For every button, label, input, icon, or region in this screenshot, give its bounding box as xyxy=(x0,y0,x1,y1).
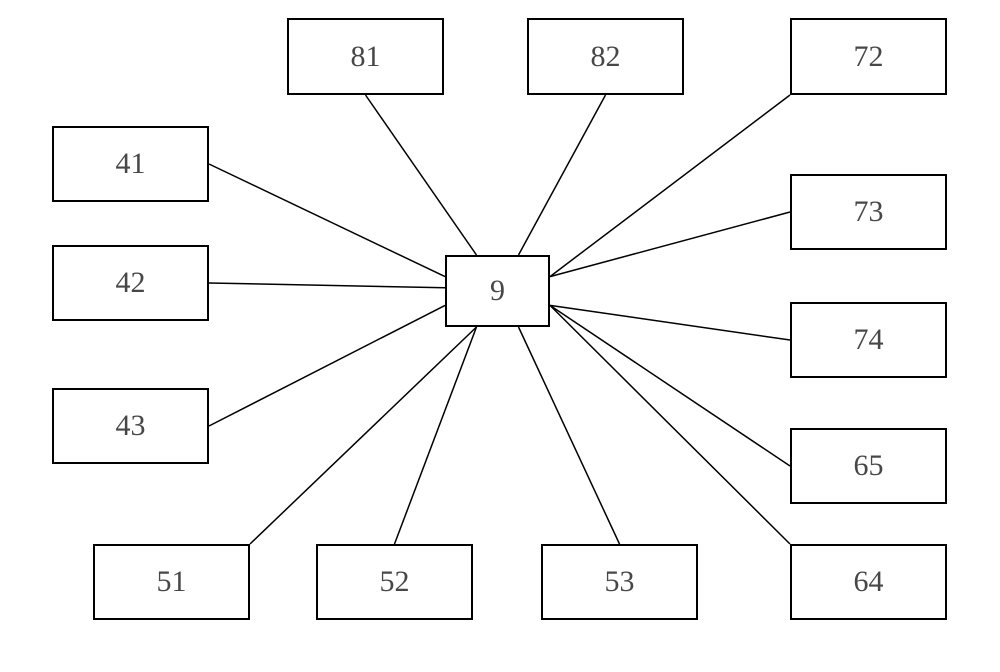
node-label: 73 xyxy=(854,195,884,229)
node-label: 81 xyxy=(351,40,381,74)
node-label: 52 xyxy=(380,565,410,599)
node-72: 72 xyxy=(790,18,947,95)
edge xyxy=(209,305,445,426)
node-label: 82 xyxy=(591,40,621,74)
node-label: 41 xyxy=(116,147,146,181)
node-label: 65 xyxy=(854,449,884,483)
node-53: 53 xyxy=(541,544,698,620)
node-label: 9 xyxy=(490,274,505,308)
center-node: 9 xyxy=(445,255,550,327)
edge xyxy=(250,327,477,544)
edge xyxy=(519,95,606,255)
edge xyxy=(395,327,477,544)
node-label: 51 xyxy=(157,565,187,599)
edge xyxy=(550,212,790,277)
edge xyxy=(519,327,620,544)
node-43: 43 xyxy=(52,388,209,464)
node-74: 74 xyxy=(790,302,947,378)
node-label: 42 xyxy=(116,266,146,300)
node-42: 42 xyxy=(52,245,209,321)
node-64: 64 xyxy=(790,544,947,620)
edge xyxy=(550,305,790,544)
node-label: 64 xyxy=(854,565,884,599)
edge xyxy=(366,95,477,255)
node-label: 53 xyxy=(605,565,635,599)
node-65: 65 xyxy=(790,428,947,504)
edge xyxy=(550,305,790,466)
edge xyxy=(550,95,790,277)
diagram-canvas: 9 81 82 72 41 42 43 73 74 65 51 52 53 64 xyxy=(0,0,1000,672)
edge xyxy=(209,164,445,277)
node-51: 51 xyxy=(93,544,250,620)
node-label: 74 xyxy=(854,323,884,357)
node-label: 72 xyxy=(854,40,884,74)
node-81: 81 xyxy=(287,18,444,95)
node-73: 73 xyxy=(790,174,947,250)
edge xyxy=(209,283,445,288)
node-82: 82 xyxy=(527,18,684,95)
node-52: 52 xyxy=(316,544,473,620)
node-label: 43 xyxy=(116,409,146,443)
edge xyxy=(550,305,790,340)
node-41: 41 xyxy=(52,126,209,202)
